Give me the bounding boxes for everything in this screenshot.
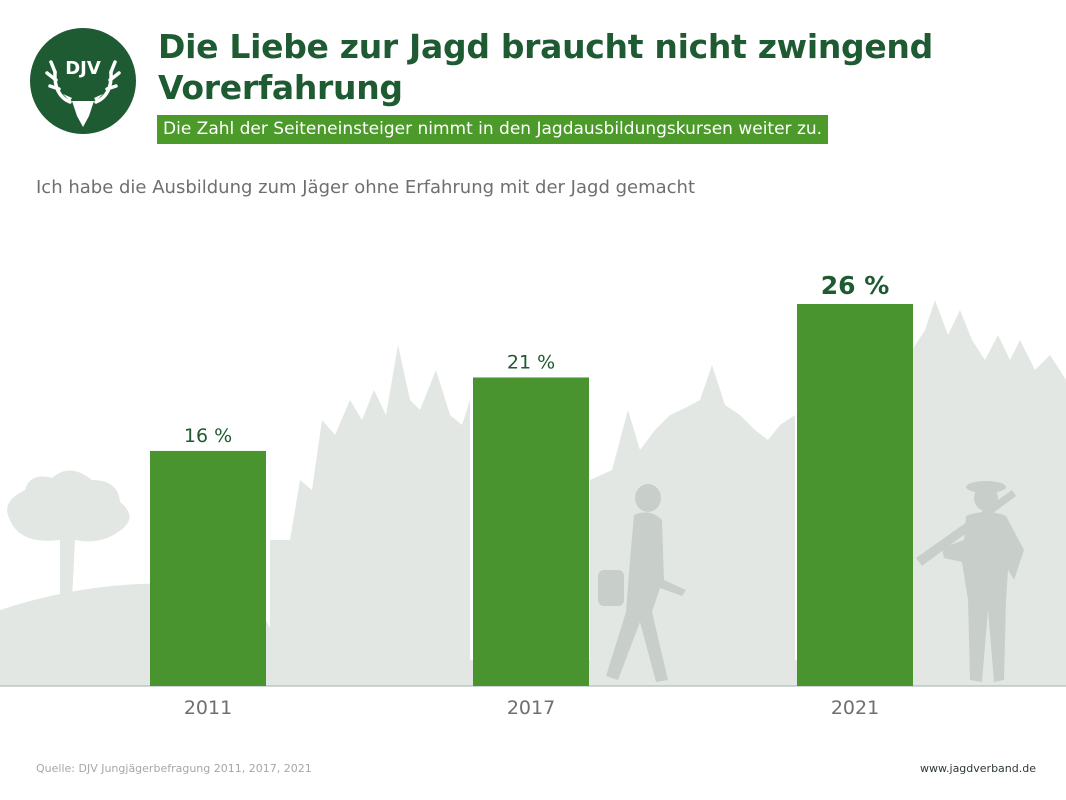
bar-chart: 16 % 2011 21 % 2017 26 % 2021 [0, 271, 1066, 719]
chart-question: Ich habe die Ausbildung zum Jäger ohne E… [36, 177, 696, 198]
hunter-silhouettes [598, 481, 1024, 682]
category-label-2017: 2017 [507, 697, 555, 719]
source-note: Quelle: DJV Jungjägerbefragung 2011, 201… [36, 762, 312, 775]
category-label-2011: 2011 [184, 697, 232, 719]
logo-text: DJV [65, 58, 101, 79]
page-title: Die Liebe zur Jagd braucht nicht zwingen… [158, 27, 933, 107]
value-label-2021: 26 % [821, 271, 890, 300]
djv-logo-icon: DJV [30, 28, 136, 134]
bar-2017 [473, 377, 589, 686]
website-link[interactable]: www.jagdverband.de [920, 762, 1036, 775]
bar-2011 [150, 450, 266, 686]
bars-layer: 16 % 2011 21 % 2017 26 % 2021 [150, 271, 913, 719]
value-label-2017: 21 % [507, 351, 555, 373]
standing-hunter-icon [916, 481, 1024, 682]
value-label-2011: 16 % [184, 425, 232, 447]
walking-hunter-icon [598, 484, 686, 682]
subtitle-badge: Die Zahl der Seiteneinsteiger nimmt in d… [157, 115, 829, 144]
category-label-2021: 2021 [831, 697, 879, 719]
bar-2021 [797, 304, 913, 686]
